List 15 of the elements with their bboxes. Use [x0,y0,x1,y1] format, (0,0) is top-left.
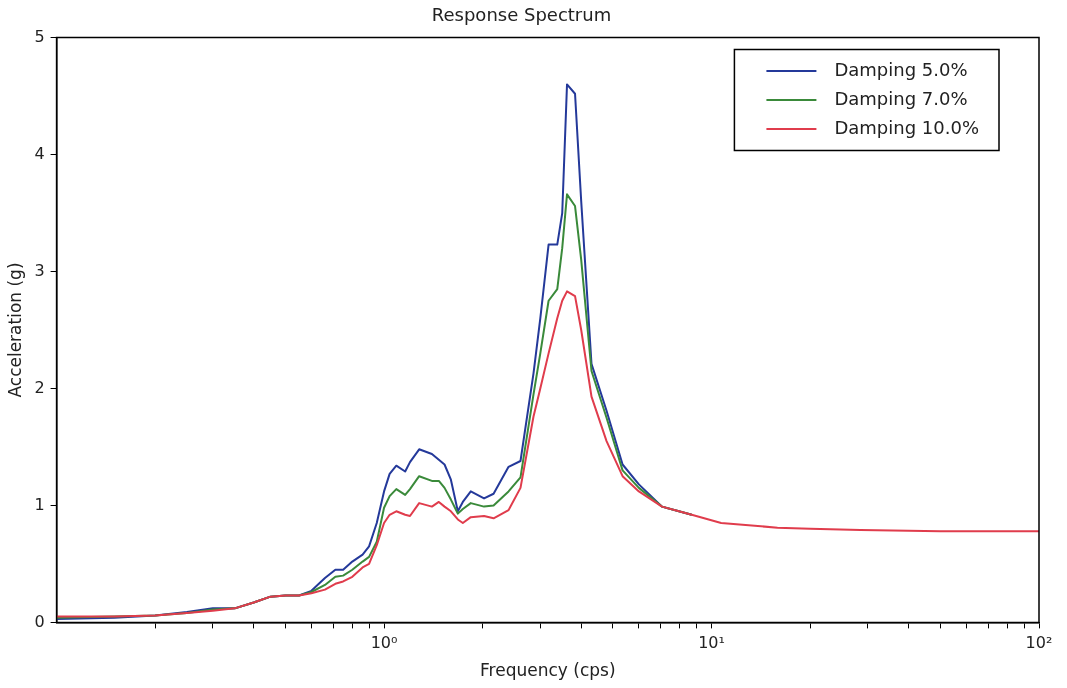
legend-label: Damping 5.0% [834,58,968,80]
x-axis-title: Frequency (cps) [480,660,616,681]
y-tick-label: 2 [34,377,45,397]
y-tick-label: 4 [34,143,45,163]
y-tick-label: 1 [34,494,45,514]
x-tick-label: 10² [1025,633,1053,653]
y-tick-label: 0 [34,611,45,631]
y-tick-label: 5 [34,26,45,46]
y-axis-title: Acceleration (g) [4,262,25,398]
chart-title: Response Spectrum [431,4,612,26]
y-tick-label: 3 [34,260,45,280]
legend-label: Damping 7.0% [834,87,968,109]
x-tick-label: 10⁰ [370,633,398,653]
legend-label: Damping 10.0% [834,116,979,138]
x-tick-label: 10¹ [698,633,725,653]
